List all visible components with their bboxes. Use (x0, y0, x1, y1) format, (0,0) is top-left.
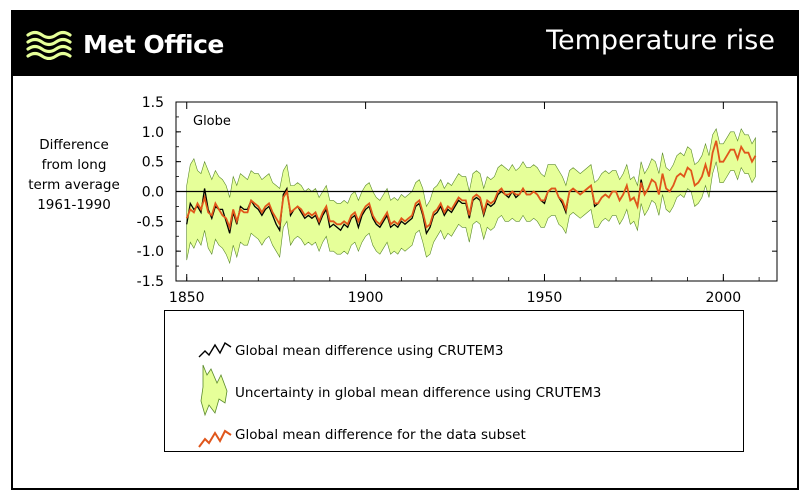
legend-label-crutem3: Global mean difference using CRUTEM3 (235, 343, 504, 359)
x-tick-label: 2000 (706, 290, 742, 306)
y-tick-label: 0.0 (142, 185, 164, 201)
y-axis-label-line: term average (28, 177, 120, 193)
y-tick-label: -0.5 (137, 214, 164, 230)
panel-label-globe: Globe (193, 114, 231, 129)
y-axis-label: Difference from long term average 1961-1… (14, 135, 134, 215)
y-tick-label: 1.0 (142, 125, 164, 141)
legend-label-uncertainty: Uncertainty in global mean difference us… (235, 385, 602, 401)
y-tick-label: -1.5 (137, 274, 164, 290)
slide-title: Temperature rise (546, 25, 775, 56)
brand-logo: Met Office (25, 24, 224, 64)
x-tick-label: 1950 (527, 290, 563, 306)
header-bar: Met Office Temperature rise (13, 12, 797, 76)
legend-label-subset: Global mean difference for the data subs… (235, 427, 526, 443)
y-tick-label: 1.5 (142, 95, 164, 111)
uncertainty-band (186, 128, 756, 265)
chart-legend: Global mean difference using CRUTEM3 Unc… (164, 310, 744, 452)
y-axis-label-line: 1961-1990 (37, 197, 111, 213)
y-axis-label-line: from long (41, 157, 107, 173)
y-axis-label-line: Difference (39, 137, 109, 153)
legend-swatch-black-line (198, 341, 232, 358)
series-line-subset (185, 140, 757, 231)
legend-swatch-orange-line (198, 429, 232, 448)
x-tick-label: 1850 (169, 290, 205, 306)
y-tick-label: 0.5 (142, 155, 164, 171)
x-tick-label: 1900 (348, 290, 384, 306)
brand-name: Met Office (83, 29, 224, 59)
wave-stripes-icon (26, 30, 72, 60)
legend-swatch-uncertainty-band (200, 364, 228, 417)
y-tick-label: -1.0 (137, 244, 164, 260)
